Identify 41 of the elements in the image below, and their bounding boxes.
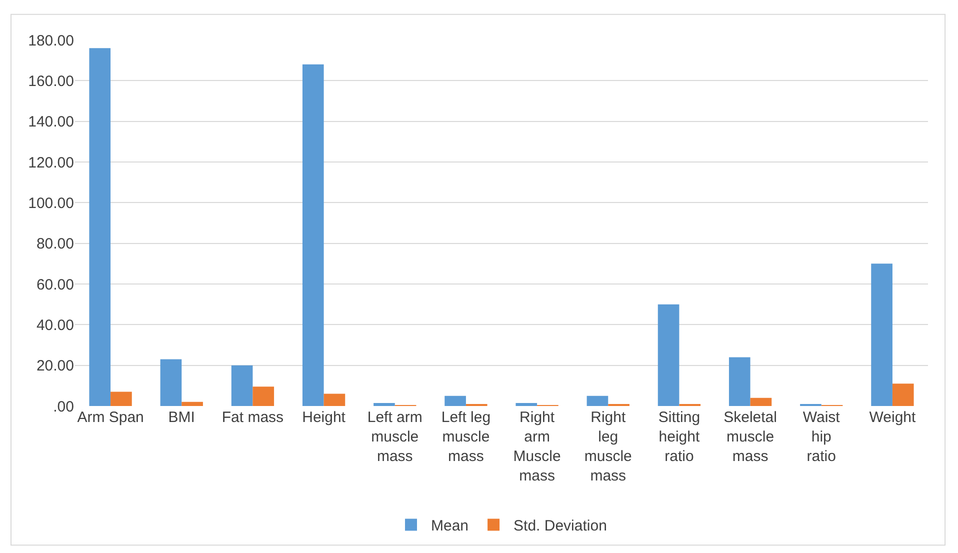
x-tick-label: Left leg muscle mass bbox=[441, 409, 491, 465]
y-tick-label: .00 bbox=[53, 398, 74, 416]
x-tick-label: Right leg muscle mass bbox=[584, 409, 632, 484]
x-tick-label: Sitting height ratio bbox=[658, 409, 700, 465]
bar bbox=[374, 402, 395, 406]
bar bbox=[750, 398, 772, 406]
bar bbox=[231, 365, 253, 406]
bar bbox=[444, 396, 466, 406]
y-tick-label: 120.00 bbox=[28, 154, 74, 172]
bar bbox=[160, 359, 182, 406]
y-tick-label: 180.00 bbox=[28, 32, 74, 50]
bar bbox=[182, 402, 203, 406]
bar bbox=[302, 64, 324, 406]
x-tick-label: Waist hip ratio bbox=[802, 409, 841, 465]
bar bbox=[110, 392, 132, 406]
y-tick-label: 100.00 bbox=[28, 194, 74, 212]
x-tick-label: Weight bbox=[869, 409, 916, 426]
x-tick-label: BMI bbox=[168, 409, 195, 426]
legend-label: Mean bbox=[431, 518, 469, 535]
bar bbox=[892, 384, 914, 406]
x-tick-label: Right arm Muscle mass bbox=[513, 409, 561, 484]
bar bbox=[252, 386, 274, 406]
legend-label: Std. Deviation bbox=[514, 518, 607, 535]
x-tick-label: Fat mass bbox=[222, 409, 284, 426]
bar bbox=[516, 402, 538, 406]
bar bbox=[728, 357, 750, 406]
bar bbox=[586, 396, 608, 406]
x-tick-label: Skeletal muscle mass bbox=[724, 409, 777, 465]
y-tick-label: 140.00 bbox=[28, 114, 74, 131]
y-tick-label: 20.00 bbox=[36, 358, 74, 375]
x-tick-label: Arm Span bbox=[77, 409, 144, 426]
y-tick-label: 160.00 bbox=[28, 72, 74, 90]
bar bbox=[871, 264, 892, 406]
bar bbox=[89, 48, 111, 406]
x-tick-label: Left arm muscle mass bbox=[367, 409, 422, 465]
y-tick-label: 80.00 bbox=[36, 236, 74, 253]
bar bbox=[658, 304, 680, 406]
bar bbox=[324, 394, 346, 406]
x-tick-label: Height bbox=[302, 409, 346, 426]
y-tick-label: 40.00 bbox=[36, 316, 74, 334]
y-tick-label: 60.00 bbox=[36, 276, 74, 294]
